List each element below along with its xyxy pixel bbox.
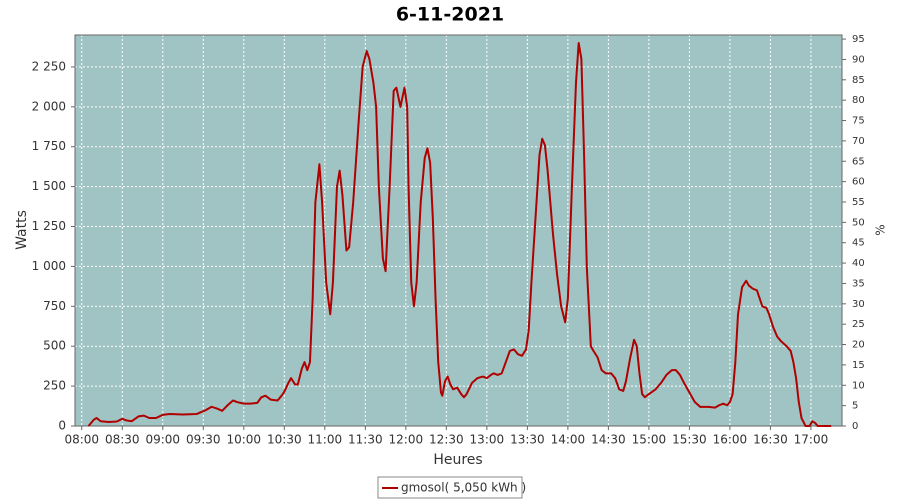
- y2-tick-label: 80: [852, 95, 865, 106]
- x-tick-label: 08:30: [105, 433, 140, 447]
- x-tick-label: 17:00: [794, 433, 829, 447]
- x-tick-label: 14:00: [551, 433, 586, 447]
- legend: [377, 476, 523, 499]
- plot-border: [74, 34, 843, 427]
- x-tick-label: 16:00: [713, 433, 748, 447]
- x-axis-title: Heures: [433, 452, 482, 468]
- y2-tick-label: 35: [852, 278, 865, 289]
- y2-tick-label: 20: [852, 340, 865, 351]
- y2-tick-label: 75: [852, 116, 865, 127]
- y2-axis-title: %: [874, 224, 888, 235]
- x-tick-label: 08:00: [64, 433, 99, 447]
- y2-tick-label: 5: [852, 401, 858, 412]
- x-tick-label: 13:30: [510, 433, 545, 447]
- y2-tick-label: 15: [852, 360, 865, 371]
- y2-tick-label: 90: [852, 54, 865, 65]
- x-tick-label: 15:30: [672, 433, 707, 447]
- x-tick-label: 11:00: [308, 433, 343, 447]
- y-tick-label: 750: [43, 299, 66, 313]
- x-tick-label: 10:00: [226, 433, 261, 447]
- y-tick-label: 250: [43, 379, 66, 393]
- x-tick-label: 09:30: [186, 433, 221, 447]
- y2-tick-label: 95: [852, 34, 865, 45]
- x-tick-label: 10:30: [267, 433, 302, 447]
- x-tick-label: 14:30: [591, 433, 626, 447]
- y2-tick-label: 25: [852, 319, 865, 330]
- y-tick-label: 1 000: [32, 259, 66, 273]
- y2-tick-label: 45: [852, 238, 865, 249]
- y-tick-label: 2 000: [32, 99, 66, 113]
- y-tick-label: 1 250: [32, 219, 66, 233]
- y-tick-label: 1 500: [32, 179, 66, 193]
- y-tick-label: 1 750: [32, 139, 66, 153]
- x-tick-label: 12:30: [429, 433, 464, 447]
- plot-area: [75, 35, 842, 426]
- y2-tick-label: 65: [852, 156, 865, 167]
- x-tick-label: 09:00: [145, 433, 180, 447]
- line-series: [87, 41, 832, 427]
- y2-tick-label: 10: [852, 380, 865, 391]
- x-tick-label: 15:00: [632, 433, 667, 447]
- y-tick-label: 0: [58, 419, 66, 433]
- y2-tick-label: 50: [852, 217, 865, 228]
- y2-tick-label: 40: [852, 258, 865, 269]
- x-tick-label: 16:30: [753, 433, 788, 447]
- legend-label: gmosol( 5,050 kWh ): [401, 481, 526, 495]
- y2-tick-label: 70: [852, 136, 865, 147]
- y-tick-label: 500: [43, 339, 66, 353]
- y2-tick-label: 85: [852, 75, 865, 86]
- y2-tick-label: 55: [852, 197, 865, 208]
- y-axis-title: Watts: [14, 210, 30, 250]
- x-tick-label: 12:00: [389, 433, 424, 447]
- y-tick-label: 2 250: [32, 59, 66, 73]
- x-tick-label: 11:30: [348, 433, 383, 447]
- y2-tick-label: 30: [852, 299, 865, 310]
- x-tick-label: 13:00: [470, 433, 505, 447]
- y2-tick-label: 0: [852, 421, 858, 432]
- chart-title: 6-11-2021: [396, 4, 504, 26]
- y2-tick-label: 60: [852, 177, 865, 188]
